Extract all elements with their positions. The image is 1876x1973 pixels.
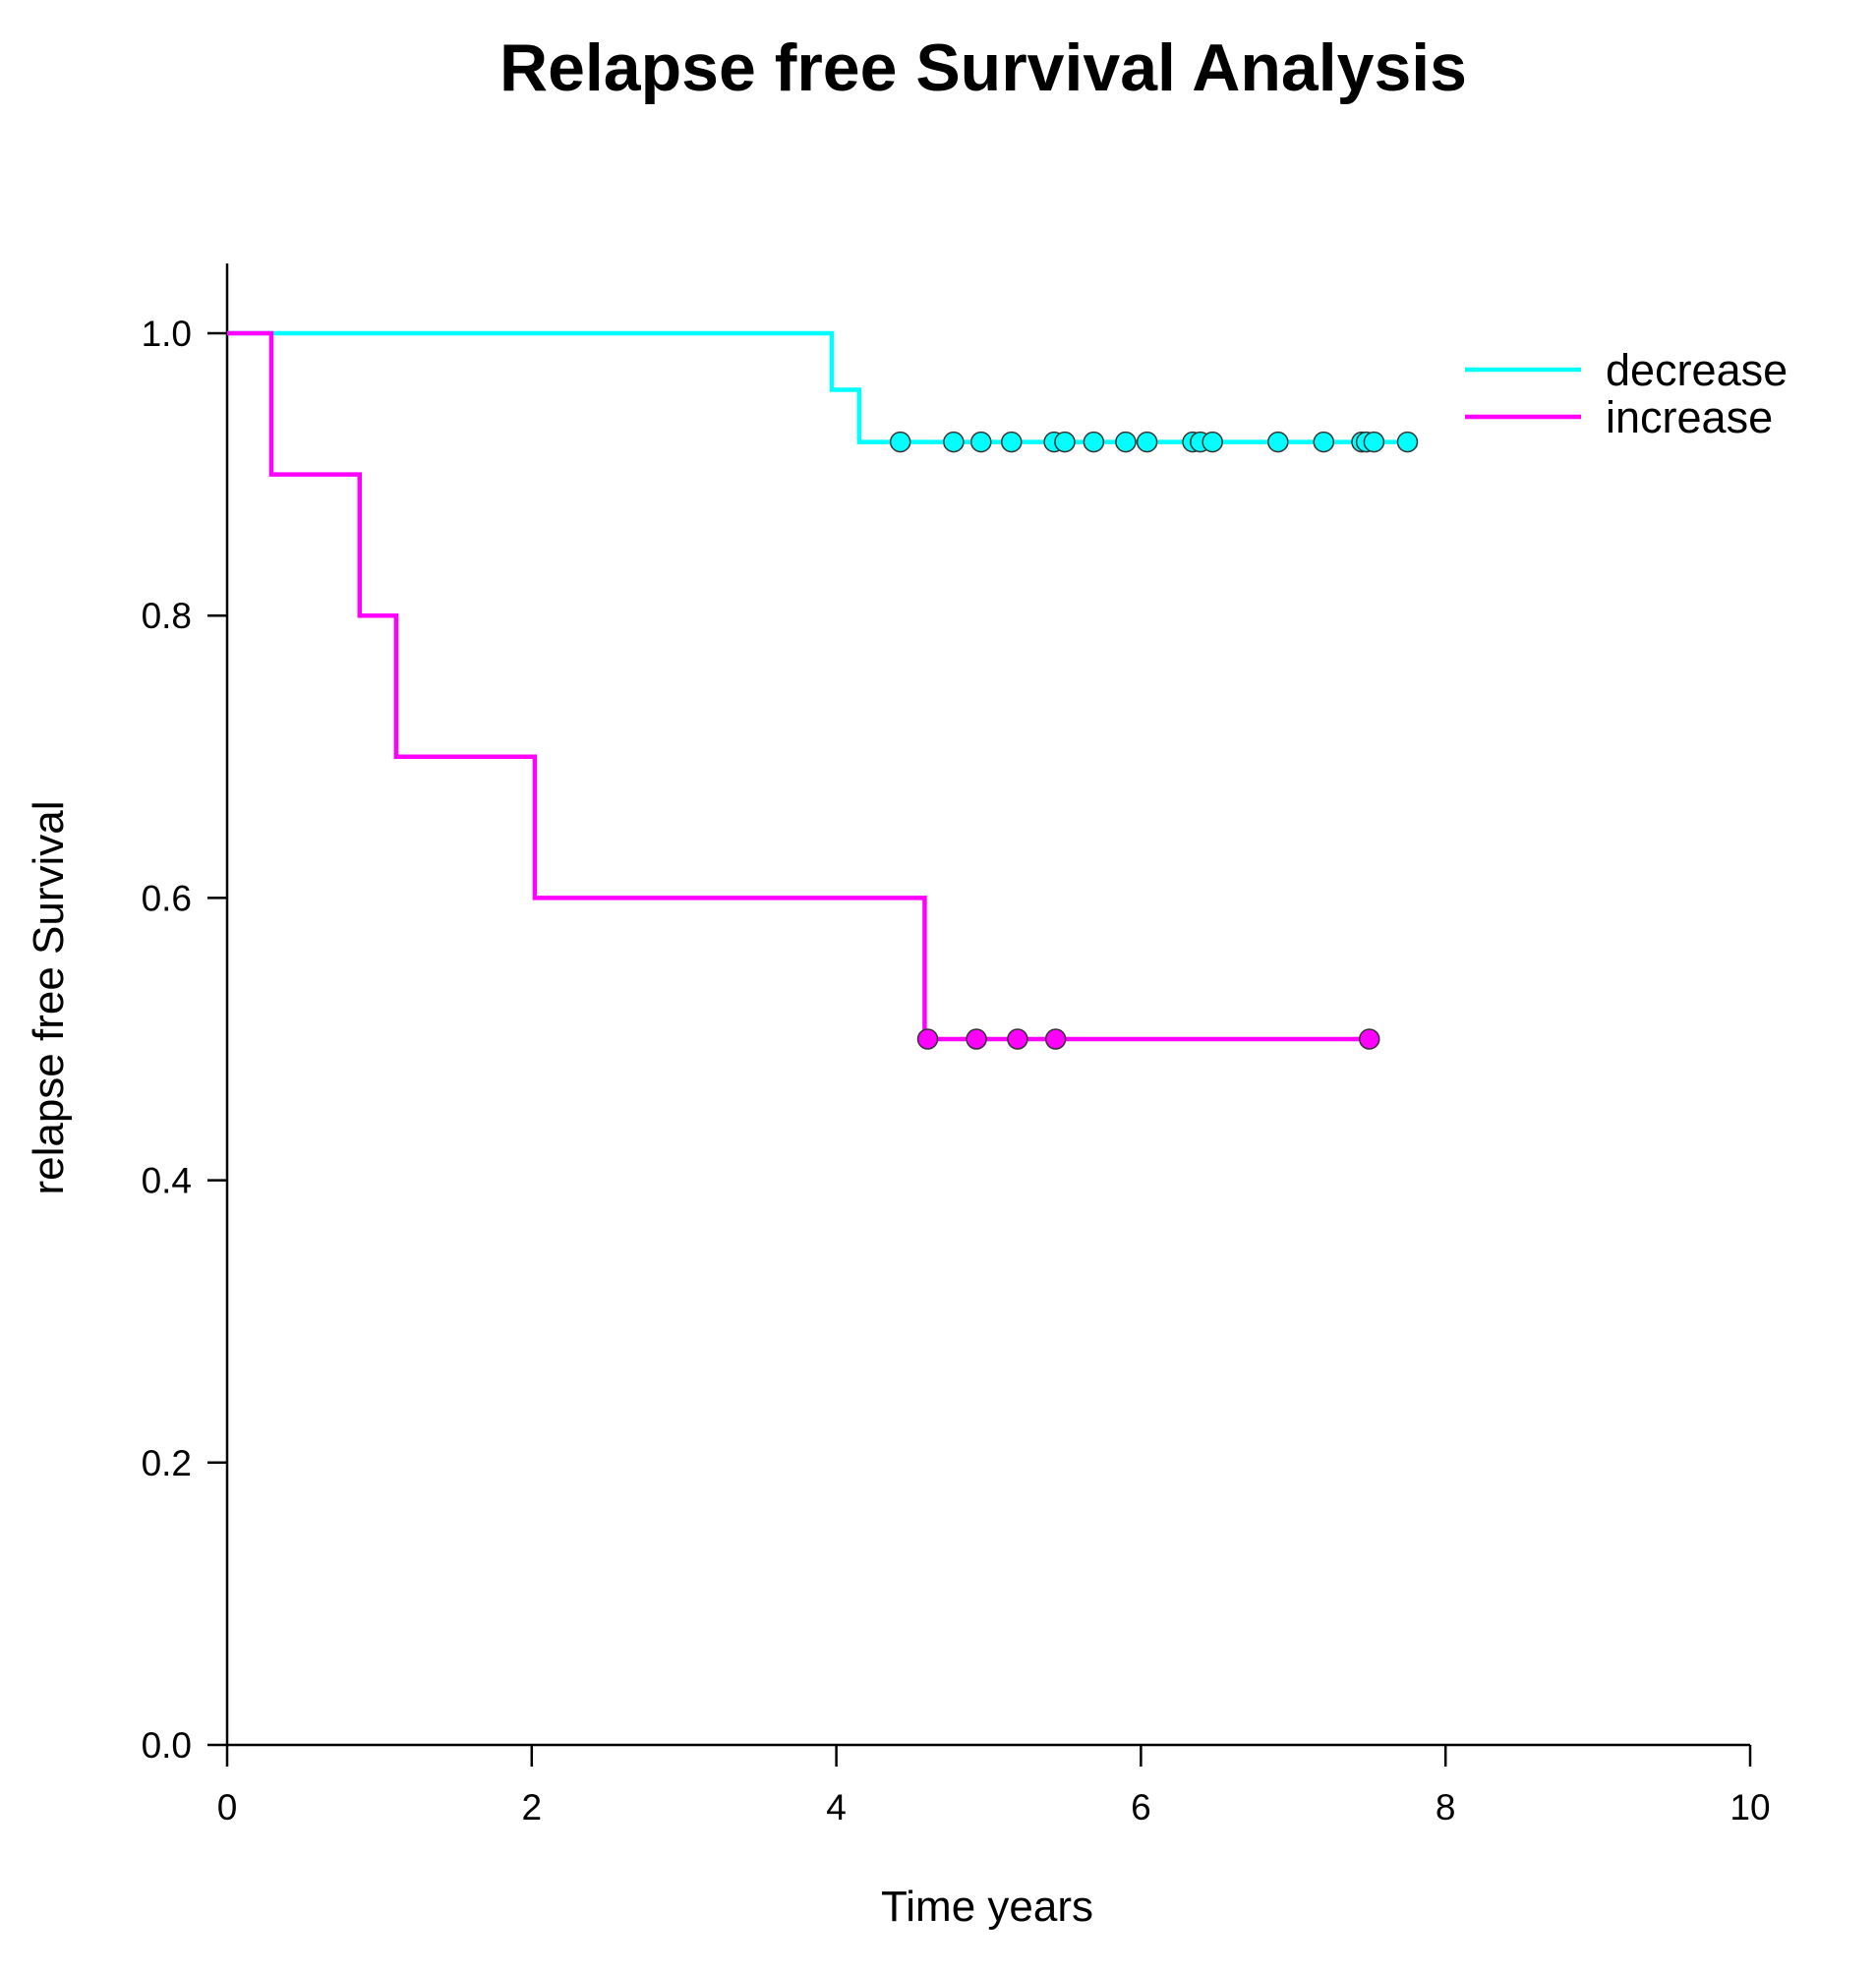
x-tick-label: 2 [522,1787,543,1828]
series-layer [227,330,1419,1050]
censor-mark-decrease [943,431,965,453]
x-tick-label: 0 [217,1787,238,1828]
censor-mark-increase [1007,1028,1028,1050]
survival-curve-increase [227,330,1370,1042]
y-tick-label: 0.0 [142,1725,192,1766]
y-tick-label: 0.8 [142,596,192,636]
censor-mark-decrease [1083,431,1105,453]
legend-label-decrease: decrease [1606,345,1788,395]
censor-mark-decrease [1000,431,1023,453]
legend: decrease increase [1465,345,1788,442]
x-tick-label: 4 [826,1787,847,1828]
censor-mark-decrease [1267,431,1289,453]
x-axis-label: Time years [881,1883,1093,1931]
censor-mark-decrease [970,431,992,453]
axes: 0.0 0.2 0.4 0.6 0.8 1.0 0 2 4 6 8 10 [142,263,1771,1828]
legend-label-increase: increase [1606,392,1773,442]
censor-mark-increase [966,1028,987,1050]
x-tick-label: 10 [1729,1787,1770,1828]
censor-mark-decrease [1115,431,1137,453]
y-tick-label: 0.6 [142,878,192,918]
x-tick-label: 6 [1131,1787,1151,1828]
censor-mark-decrease [1313,431,1335,453]
chart-title: Relapse free Survival Analysis [499,30,1467,105]
censor-mark-increase [916,1028,939,1050]
censor-mark-decrease [1202,431,1223,453]
y-tick-label: 0.2 [142,1443,192,1483]
x-tick-label: 8 [1436,1787,1456,1828]
x-axis-ticks: 0 2 4 6 8 10 [217,1745,1771,1828]
y-tick-label: 1.0 [142,314,192,354]
censor-mark-increase [1044,1028,1067,1050]
censor-mark-decrease [1136,431,1158,453]
censor-mark-decrease [889,431,911,453]
survival-curve-decrease [227,330,1408,444]
y-axis-label: relapse free Survival [25,800,73,1194]
censor-mark-decrease [1054,431,1076,453]
y-tick-label: 0.4 [142,1161,192,1201]
y-axis-ticks: 0.0 0.2 0.4 0.6 0.8 1.0 [142,314,227,1766]
censor-mark-increase [1359,1028,1380,1050]
censor-mark-decrease [1396,431,1419,453]
censor-mark-decrease [1363,431,1385,453]
